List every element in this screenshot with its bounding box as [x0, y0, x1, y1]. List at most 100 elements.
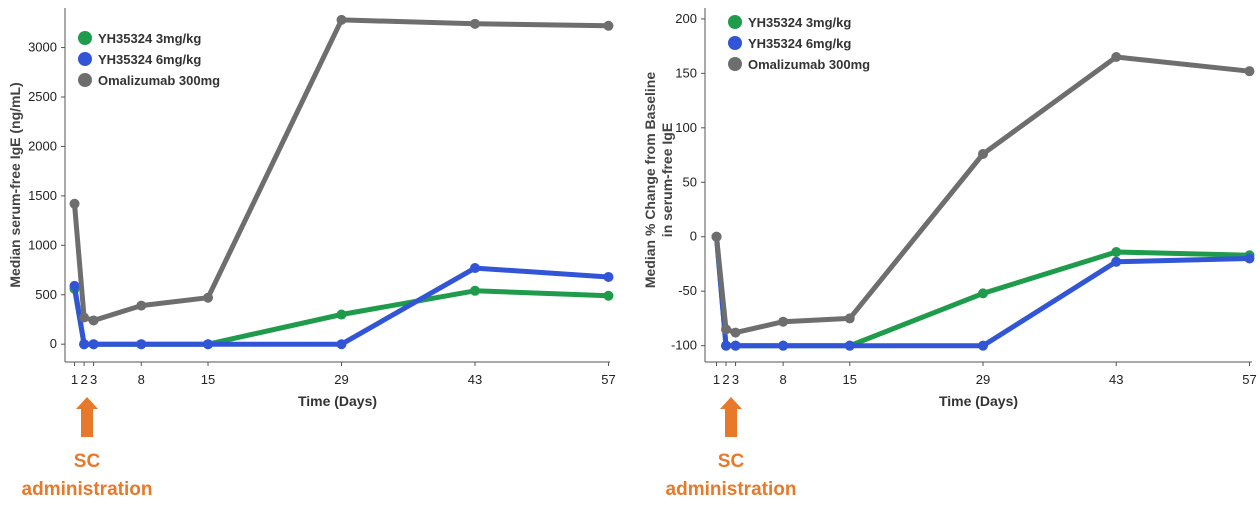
annotation-administration-label: administration [666, 479, 797, 500]
data-point [603, 20, 614, 31]
data-point [1111, 256, 1122, 267]
x-tick-label: 8 [138, 372, 145, 387]
legend-marker [78, 31, 92, 45]
data-point [88, 315, 99, 326]
y-axis-label: Median serum-free IgE (ng/mL) [7, 82, 23, 287]
data-point [730, 327, 741, 338]
orange-up-arrow-icon [720, 397, 742, 437]
y-axis-label-line: Median % Change from Baseline [642, 72, 658, 288]
series-yh35324-6mg-kg [69, 263, 614, 350]
data-point [711, 231, 722, 242]
legend-label: YH35324 3mg/kg [98, 31, 201, 46]
legend-label: YH35324 6mg/kg [98, 52, 201, 67]
y-tick-label: 2000 [28, 138, 57, 153]
series-yh35324-3mg-kg [711, 231, 1255, 351]
y-tick-label: 100 [675, 120, 697, 135]
data-point [136, 339, 147, 350]
y-tick-label: 3000 [28, 40, 57, 55]
data-point [730, 340, 741, 351]
data-point [69, 198, 80, 209]
series-omalizumab-300mg [711, 52, 1255, 338]
legend: YH35324 3mg/kg YH35324 6mg/kg Omalizumab 3… [78, 31, 220, 88]
data-point [978, 340, 988, 351]
x-tick-label: 8 [780, 372, 787, 387]
legend-label: Omalizumab 300mg [748, 57, 870, 72]
y-tick-label: 2500 [28, 89, 57, 104]
y-tick-label: 1000 [28, 237, 57, 252]
data-point [203, 292, 214, 303]
y-tick-label: 500 [35, 287, 57, 302]
chart-right-percent-change: -100 -50 0 50 100 150 200 1 2 3 8 15 29 43 57 Time (Day… [642, 8, 1257, 409]
data-point [603, 290, 614, 301]
x-tick-label: 2 [80, 372, 87, 387]
data-point [603, 271, 614, 282]
data-point [469, 263, 480, 274]
y-tick-label: 1500 [28, 188, 57, 203]
data-point [203, 339, 214, 350]
legend-label: YH35324 3mg/kg [748, 15, 851, 30]
data-point [978, 148, 988, 159]
data-point [336, 309, 347, 320]
x-tick-label: 15 [843, 372, 857, 387]
data-point [336, 339, 347, 350]
legend-marker [728, 57, 742, 71]
x-tick-label: 3 [732, 372, 739, 387]
data-point [721, 340, 732, 351]
legend-marker [728, 15, 742, 29]
x-tick-label: 3 [90, 372, 97, 387]
data-point [79, 312, 90, 323]
y-tick-label: -50 [678, 283, 697, 298]
data-point [1111, 52, 1122, 63]
annotation-sc-label: SC [718, 451, 745, 472]
x-tick-label: 29 [334, 372, 348, 387]
y-tick-label: 0 [690, 229, 697, 244]
x-tick-label: 43 [1109, 372, 1123, 387]
data-point [978, 288, 988, 299]
legend-label: Omalizumab 300mg [98, 73, 220, 88]
y-tick-label: 50 [683, 174, 697, 189]
x-tick-label: 1 [713, 372, 720, 387]
data-point [79, 339, 90, 350]
y-tick-label: 150 [675, 65, 697, 80]
data-point [1244, 66, 1255, 77]
x-tick-label: 15 [201, 372, 215, 387]
data-point [69, 280, 80, 291]
data-point [1244, 253, 1255, 264]
data-point [778, 340, 789, 351]
y-axis-label-line: in serum-free IgE [659, 123, 675, 237]
chart-left-serum-free-ige: 0 500 1000 1500 2000 2500 3000 1 2 3 8 15 29 43 57 Time… [7, 8, 616, 409]
data-point [844, 340, 855, 351]
y-tick-label: -100 [671, 338, 697, 353]
data-point [336, 14, 347, 25]
legend-marker [78, 73, 92, 87]
x-axis-label: Time (Days) [298, 393, 377, 409]
x-tick-label: 29 [976, 372, 990, 387]
data-point [1111, 246, 1122, 257]
legend-marker [728, 36, 742, 50]
x-tick-label: 57 [601, 372, 615, 387]
y-axis-label: Median % Change from Baselinein serum-fr… [642, 72, 675, 288]
data-point [469, 18, 480, 29]
annotation-administration-label: administration [22, 479, 153, 500]
data-point [136, 300, 147, 311]
data-point [778, 316, 789, 327]
legend-label: YH35324 6mg/kg [748, 36, 851, 51]
series-yh35324-6mg-kg [711, 231, 1255, 351]
sc-administration-annotation-left: SC administration [22, 397, 153, 500]
data-point [88, 339, 99, 350]
data-point [844, 313, 855, 324]
x-tick-label: 1 [71, 372, 78, 387]
x-tick-label: 2 [722, 372, 729, 387]
x-tick-label: 43 [468, 372, 482, 387]
orange-up-arrow-icon [76, 397, 98, 437]
x-axis-label: Time (Days) [939, 393, 1018, 409]
sc-administration-annotation-right: SC administration [666, 397, 797, 500]
annotation-sc-label: SC [74, 451, 101, 472]
legend-marker [78, 52, 92, 66]
y-axis-label-line: Median serum-free IgE (ng/mL) [7, 82, 23, 287]
y-tick-label: 0 [50, 336, 57, 351]
x-tick-label: 57 [1242, 372, 1256, 387]
data-point [721, 324, 732, 335]
y-tick-label: 200 [675, 11, 697, 26]
